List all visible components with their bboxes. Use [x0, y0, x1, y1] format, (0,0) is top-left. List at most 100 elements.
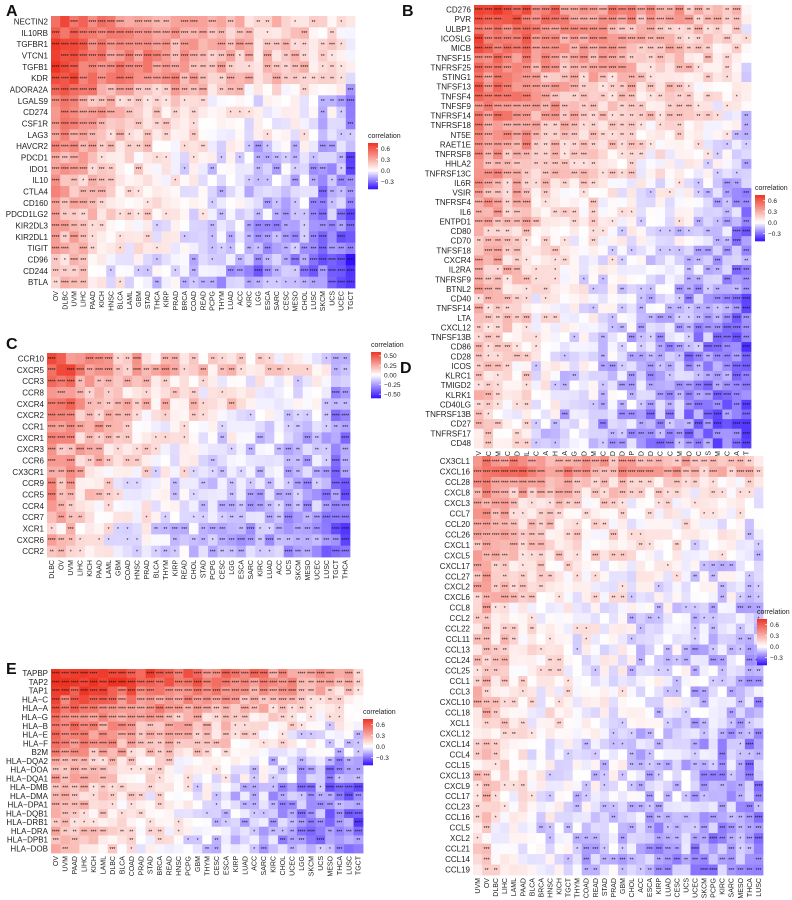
significance-mark: *** — [182, 77, 188, 83]
heatmap-cell — [588, 159, 599, 170]
significance-mark: **** — [70, 156, 78, 162]
significance-mark: ** — [706, 114, 710, 120]
heatmap-cell — [512, 159, 523, 170]
heatmap-cell — [216, 27, 227, 40]
significance-mark: *** — [126, 111, 132, 117]
heatmap-cell — [655, 43, 666, 54]
heatmap-cell — [493, 303, 504, 314]
heatmap-cell — [51, 276, 61, 289]
heatmap-cell — [636, 101, 647, 112]
significance-mark: * — [119, 213, 121, 219]
heatmap-cell — [217, 477, 228, 490]
significance-mark: *** — [265, 269, 271, 275]
heatmap-cell — [115, 186, 126, 198]
heatmap-cell — [493, 159, 504, 170]
row-label: CCR8 — [22, 388, 44, 397]
heatmap-cell — [521, 82, 532, 93]
significance-mark: *** — [90, 133, 96, 139]
significance-mark: * — [497, 374, 499, 380]
heatmap-cell — [569, 120, 580, 131]
heatmap-cell — [579, 91, 590, 102]
significance-mark: **** — [609, 18, 617, 24]
heatmap-cell — [626, 159, 637, 170]
significance-mark: * — [147, 269, 149, 275]
heatmap-cell — [152, 72, 162, 85]
heatmap-cell — [540, 284, 551, 295]
heatmap-cell — [198, 50, 209, 62]
heatmap-cell — [550, 313, 561, 324]
heatmap-cell — [97, 72, 107, 85]
heatmap-cell — [645, 110, 656, 121]
heatmap-cell — [512, 120, 523, 131]
heatmap-cell — [598, 33, 609, 44]
heatmap-cell — [78, 38, 89, 51]
heatmap-cell — [179, 95, 190, 108]
heatmap-cell — [473, 508, 483, 520]
significance-mark: ** — [601, 364, 605, 370]
heatmap-cell — [588, 293, 599, 304]
heatmap-cell — [703, 187, 714, 199]
heatmap-cell — [272, 16, 282, 28]
significance-mark: ** — [201, 99, 205, 105]
heatmap-cell — [674, 139, 685, 150]
significance-mark: **** — [501, 491, 509, 497]
significance-mark: ** — [293, 145, 297, 151]
row-label: CCR10 — [18, 354, 45, 363]
heatmap-cell — [607, 274, 618, 285]
significance-mark: ** — [735, 133, 739, 139]
heatmap-cell — [684, 255, 695, 266]
significance-mark: * — [202, 380, 204, 386]
significance-mark: *** — [99, 179, 105, 185]
significance-mark: ** — [266, 258, 270, 264]
heatmap-cell — [97, 84, 107, 96]
heatmap-cell — [115, 140, 126, 153]
heatmap-cell — [512, 390, 523, 401]
heatmap-cell — [741, 120, 752, 131]
heatmap-cell — [550, 332, 561, 343]
significance-mark: **** — [162, 65, 170, 71]
significance-mark: *** — [238, 550, 244, 556]
heatmap-cell — [693, 265, 704, 276]
significance-mark: **** — [599, 37, 607, 43]
heatmap-cell — [512, 226, 523, 237]
heatmap-cell — [722, 399, 733, 410]
heatmap-cell — [617, 62, 628, 73]
heatmap-cell — [122, 500, 133, 513]
heatmap-cell — [207, 511, 218, 524]
significance-mark: **** — [475, 27, 483, 33]
significance-mark: *** — [524, 316, 530, 322]
heatmap-cell — [474, 178, 484, 189]
heatmap-cell — [161, 61, 172, 74]
heatmap-cell — [207, 129, 218, 142]
significance-mark: ** — [706, 355, 710, 361]
significance-mark: ** — [553, 133, 557, 139]
heatmap-cell — [588, 14, 599, 25]
significance-mark: **** — [484, 75, 492, 81]
heatmap-cell — [483, 265, 494, 276]
significance-mark: **** — [733, 335, 741, 341]
heatmap-cell — [655, 91, 666, 102]
heatmap-cell — [198, 254, 209, 266]
significance-mark: *** — [229, 368, 235, 374]
heatmap-cell — [684, 226, 695, 237]
heatmap-cell — [143, 197, 153, 210]
heatmap-cell — [235, 242, 245, 255]
significance-mark: *** — [342, 459, 348, 465]
significance-mark: **** — [475, 75, 483, 81]
heatmap-cell — [132, 500, 143, 513]
heatmap-cell — [703, 399, 714, 410]
heatmap-cell — [607, 120, 618, 131]
heatmap-cell — [253, 61, 264, 74]
column-labels: OV DLBC UVM LIHC PAAD KICH HNSC BLCA LAML GBM STAD… — [53, 290, 355, 311]
significance-mark: **** — [61, 145, 69, 151]
heatmap-cell — [722, 178, 733, 189]
heatmap-cell — [731, 255, 742, 266]
heatmap-cell — [655, 168, 666, 179]
heatmap-cell — [569, 72, 580, 83]
significance-mark: ** — [154, 527, 158, 533]
significance-mark: ** — [201, 538, 205, 544]
significance-mark: ** — [639, 143, 643, 149]
heatmap-cell — [559, 265, 570, 276]
heatmap-cell — [598, 255, 609, 266]
heatmap-cell — [69, 95, 80, 108]
